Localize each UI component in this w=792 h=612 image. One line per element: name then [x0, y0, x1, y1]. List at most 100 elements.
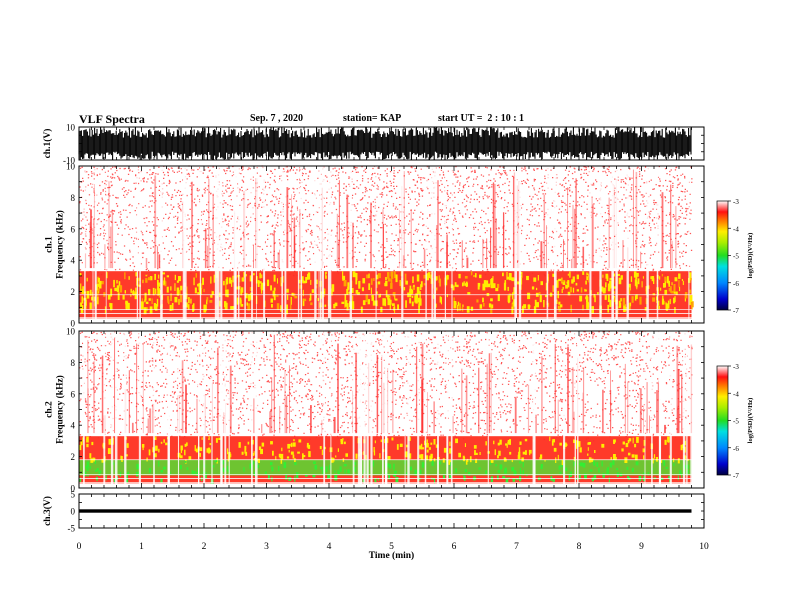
ch1-spectrogram-yellow-cell — [462, 282, 464, 287]
ch1-spectrogram-yellow-cell — [479, 274, 482, 279]
ch1-spectrogram-yellow-cell — [277, 278, 278, 284]
ch1-spectrogram-yellow-cell — [192, 304, 194, 312]
ch1-spectrogram-yellow-cell — [232, 306, 235, 310]
ch2-spectrogram-band-cell — [632, 437, 634, 444]
ch2-spectrogram-band-cell — [421, 462, 425, 468]
ch2-spectrogram-band-cell — [559, 471, 562, 474]
ch1-spectrogram-yellow-cell — [239, 297, 242, 304]
ch2-spectrogram-band-cell — [325, 466, 328, 473]
ch2-spectrogram-band-cell — [155, 445, 158, 451]
ch1-colorbar-tick-label: -4 — [733, 225, 739, 233]
ch1-spectrogram-yellow-cell — [523, 304, 527, 309]
ch1-spectrogram-yellow-cell — [674, 296, 676, 303]
ch1-spectrogram-yellow-cell — [570, 304, 572, 313]
ch2-spectrogram-band-cell — [511, 467, 515, 472]
ch1-spectrogram-yellow-cell — [194, 287, 197, 294]
ch2-spectrogram-band-cell — [339, 466, 342, 472]
ch2-spectrogram-band-cell — [125, 454, 128, 457]
ch1-spectrogram-yellow-cell — [416, 286, 420, 295]
ch1-spectrogram-yellow-cell — [348, 291, 351, 294]
ch2-spectrogram-band-cell — [84, 471, 87, 477]
ch2-spectrogram-band-cell — [485, 441, 487, 446]
ch3-wave-ytick-label: -5 — [68, 524, 76, 534]
ch1-spectrogram-yellow-cell — [420, 281, 423, 288]
ch2-spectrogram-band-cell — [404, 451, 408, 458]
ch1-spectrogram-yellow-cell — [556, 299, 558, 304]
ch1-spectrogram-yellow-cell — [586, 302, 590, 308]
ch1-spectrogram-yellow-cell — [170, 286, 172, 291]
ch2-spectrogram-band-cell — [98, 470, 102, 473]
ch1-spectrogram-yellow-cell — [315, 279, 318, 285]
ch2-spectrogram-band-cell — [673, 463, 675, 466]
ch1-spectrogram-yellow-cell — [479, 304, 483, 309]
ch1-spectrogram-yellow-cell — [276, 303, 280, 310]
ch2-spectrogram-band-cell — [252, 453, 255, 456]
ch1-spectrogram-yellow-cell — [81, 288, 84, 294]
ch1-spectrogram-yellow-cell — [490, 306, 493, 314]
ch2-spectrogram-band-cell — [374, 477, 377, 483]
ch2-spectrogram-band-cell — [420, 454, 424, 460]
ch1-spectrogram-yellow-cell — [461, 307, 464, 312]
ch2-spectrogram-band-cell — [344, 469, 346, 474]
ch1-spectrogram-yellow-cell — [571, 279, 574, 284]
ch2-spectrogram-band-cell — [334, 475, 338, 481]
ch1-spectrogram-yellow-cell — [178, 298, 180, 305]
ch1-waveform-panel — [78, 127, 692, 160]
ch2-spectrogram-band-cell — [312, 474, 316, 478]
ch1-spectrogram-yellow-cell — [689, 289, 692, 294]
ch1-spectrogram-yellow-cell — [609, 280, 612, 289]
ch2-spectrogram-band-cell — [243, 467, 245, 472]
ch1-spectrogram-yellow-cell — [664, 289, 668, 295]
ch1-spectrogram-yellow-cell — [562, 286, 564, 290]
ch2-spectrogram-band-cell — [430, 442, 433, 445]
ch1-spectrogram-yellow-cell — [503, 282, 507, 291]
ch1-spectrogram-yellow-cell — [605, 273, 609, 279]
ch2-spectrogram-band-cell — [551, 440, 554, 446]
ch1-spectrogram-yellow-cell — [389, 299, 392, 305]
ch2-spectrogram-band-cell — [663, 459, 666, 466]
ch2-spectrogram-band-cell — [207, 447, 211, 454]
ch2-spectrogram-band-cell — [518, 451, 521, 456]
ch1-spectrogram-yellow-cell — [667, 303, 670, 309]
ch1-spectrogram-yellow-cell — [245, 274, 247, 277]
ch1-spectrogram-yellow-cell — [644, 307, 647, 311]
ch1-spectrogram-yellow-cell — [334, 302, 338, 307]
ch1-spectrogram-yellow-cell — [607, 304, 609, 313]
ch1-spectrogram-yellow-cell — [487, 283, 491, 288]
ch2-spectrogram-band-cell — [504, 468, 507, 474]
ch2-spectrogram-band-cell — [380, 439, 382, 443]
ch2-spectrogram-band-cell — [288, 477, 292, 481]
axes — [78, 126, 705, 529]
ch2-spectrogram-band-cell — [497, 470, 501, 473]
ch1-spectrogram-yellow-cell — [465, 281, 468, 287]
ch3-waveform-trace — [79, 509, 692, 513]
ch1-spectrogram-yellow-cell — [343, 280, 347, 287]
ch1-colorbar-tick-label: -6 — [733, 280, 739, 288]
ch2-spectrogram-band-cell — [251, 461, 255, 465]
ch2-spectrogram-band-cell — [286, 456, 290, 459]
ch2-spec-ytick-label: 6 — [71, 389, 76, 399]
ch2-spectrogram-band-cell — [466, 458, 469, 462]
ch2-spectrogram-band-cell — [560, 464, 563, 468]
ch1-spectrogram-yellow-cell — [674, 307, 676, 314]
ch1-spectrogram-yellow-cell — [370, 287, 372, 294]
ch1-spectrogram-yellow-cell — [620, 298, 622, 302]
ch1-spectrogram-yellow-cell — [531, 286, 535, 290]
x-tick-label: 7 — [514, 542, 519, 552]
ch2-spectrogram-band-cell — [609, 462, 613, 468]
ch1-spectrogram-yellow-cell — [180, 294, 182, 303]
ch1-spectrogram-yellow-cell — [465, 283, 467, 286]
ch1-spectrogram-yellow-cell — [567, 273, 569, 276]
ch2-spectrogram-band-cell — [330, 457, 334, 463]
ch2-spectrogram-band-cell — [91, 458, 93, 462]
ch1-spectrogram-yellow-cell — [504, 280, 507, 284]
ch1-spectrogram-yellow-cell — [483, 302, 485, 307]
ch1-spectrogram-yellow-cell — [378, 281, 381, 285]
ch1-spectrogram-yellow-cell — [206, 299, 208, 305]
ch2-spectrogram-band-cell — [267, 474, 270, 480]
ch2-spectrogram-band-cell — [399, 443, 403, 447]
ch1-spectrogram-yellow-cell — [128, 276, 130, 280]
ch2-spectrogram-band-cell — [119, 471, 122, 477]
ch2-spectrogram-band-cell — [280, 459, 283, 464]
ch1-spectrogram-yellow-cell — [633, 271, 637, 278]
